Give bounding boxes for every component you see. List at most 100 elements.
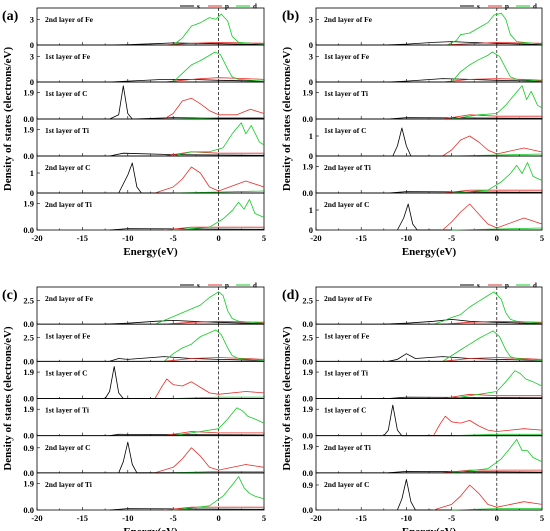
series-s-line [118,441,264,474]
subplot-label: 2nd layer of Ti [324,163,371,172]
y-axis-title: Density of states (electrons/eV) [281,326,293,471]
subplot-4: 0 1 1st layer of C [309,118,543,161]
subplot-1: 0.0 2.5 2nd layer of Fe [23,286,265,329]
y-tick-label: 1.9 [302,441,313,451]
subplot-frame [315,435,543,474]
y-tick-label: 1.9 [23,199,34,209]
series-p-line [442,135,543,157]
series-d-line [442,330,543,362]
y-tick-label: 0 [30,77,34,87]
subplot-label: 2nd layer of C [45,443,91,452]
x-tick-label: -10 [122,513,133,523]
series-d-line [446,12,543,46]
legend-label-p: p [225,282,229,290]
series-s-line [388,117,543,120]
subplot-label: 1st layer of C [324,406,367,415]
subplot-6: 0.0 0.9 2nd layer of C [302,472,543,515]
series-d-line [451,508,542,511]
y-tick-label: 0 [30,188,34,198]
series-p-line [442,78,543,83]
y-tick-label: 0.9 [23,443,34,453]
series-d-line [451,439,543,474]
y-tick-label: 0.0 [23,319,34,329]
x-tick-label: -15 [77,233,88,243]
subplot-2: 0 3 1st layer of Fe [30,44,265,87]
y-tick-label: 0.0 [302,468,313,478]
series-d-line [451,162,543,194]
subplot-label: 2nd layer of C [45,163,91,172]
series-s-line [388,78,543,83]
series-p-line [164,151,264,157]
subplot-frame [315,44,543,83]
subplot-label: 2nd layer of Fe [324,294,373,303]
series-p-line [154,378,265,399]
subplot-1: 0.0 2.5 2nd layer of Fe [302,286,543,329]
subplot-frame [315,323,543,362]
y-tick-label: 0.0 [302,394,313,404]
subplot-label: 1st layer of C [45,368,88,377]
y-tick-label: 2.5 [302,295,313,305]
series-p-line [164,506,264,511]
series-s-line [109,508,265,511]
subplot-5: 0.0 1.9 2nd layer of Ti [302,155,543,198]
series-p-line [164,357,265,362]
series-d-line [451,370,543,399]
subplot-3: 0.0 1.9 1st layer of Ti [302,81,543,124]
legend-label-p: p [505,3,509,11]
y-tick-label: 2.5 [23,333,34,343]
subplot-frame [36,155,265,194]
x-tick-label: -5 [448,233,455,243]
series-p-line [442,469,542,474]
y-tick-label: 0 [309,40,313,50]
x-axis: -20 -15 -10 -5 0 5 Energy(eV) [310,233,544,258]
x-tick-label: -10 [401,233,412,243]
y-tick-label: 3 [309,51,313,61]
legend-label-s: s [477,282,480,290]
series-p-line [442,42,543,46]
series-d-line [451,433,542,437]
series-s-line [109,79,265,83]
y-tick-label: 1.9 [302,367,313,377]
x-tick-label: 0 [216,513,220,523]
x-tick-label: -5 [170,233,177,243]
x-tick-label: -20 [310,233,321,243]
series-s-line [388,396,543,399]
y-tick-label: 0.0 [23,431,34,441]
x-tick-label: -10 [401,513,412,523]
series-p-line [433,415,543,436]
legend-label-p: p [505,282,509,290]
subplot-label: 1st layer of C [45,89,88,98]
panel-label: (d) [282,288,299,303]
subplot-frame [315,155,543,194]
subplot-label: 2nd layer of Ti [45,200,92,209]
subplot-1: 0 3 2nd layer of Fe [30,7,265,50]
series-p-line [442,393,542,399]
x-tick-label: -15 [77,513,88,523]
y-tick-label: 1.9 [23,88,34,98]
subplot-1: 0 3 2nd layer of Fe [309,7,543,50]
series-d-line [173,476,265,511]
y-tick-label: 2.5 [23,295,34,305]
subplot-frame [36,192,265,231]
panel-3: (c) s p d 0.0 2.5 2nd layer of Fe 0.0 2.5 1st lay… [2,282,266,531]
x-tick-label: 5 [262,233,266,243]
series-d-line [172,51,265,83]
subplot-3: 0.0 1.9 1st layer of Ti [302,360,543,404]
y-tick-label: 1 [309,205,313,215]
y-axis-title: Density of states (electrons/eV) [281,47,293,192]
subplot-label: 1st layer of Fe [45,52,91,61]
series-d-line [173,471,264,474]
subplot-5: 0 1 2nd layer of C [30,155,265,198]
series-d-line [173,117,264,120]
series-s-line [104,366,264,399]
series-p-line [164,431,264,437]
y-tick-label: 0.0 [23,114,34,124]
x-tick-label: 5 [540,233,544,243]
y-axis-title: Density of states (electrons/eV) [2,326,14,471]
series-p-line [433,484,543,511]
y-tick-label: 0.0 [302,114,313,124]
